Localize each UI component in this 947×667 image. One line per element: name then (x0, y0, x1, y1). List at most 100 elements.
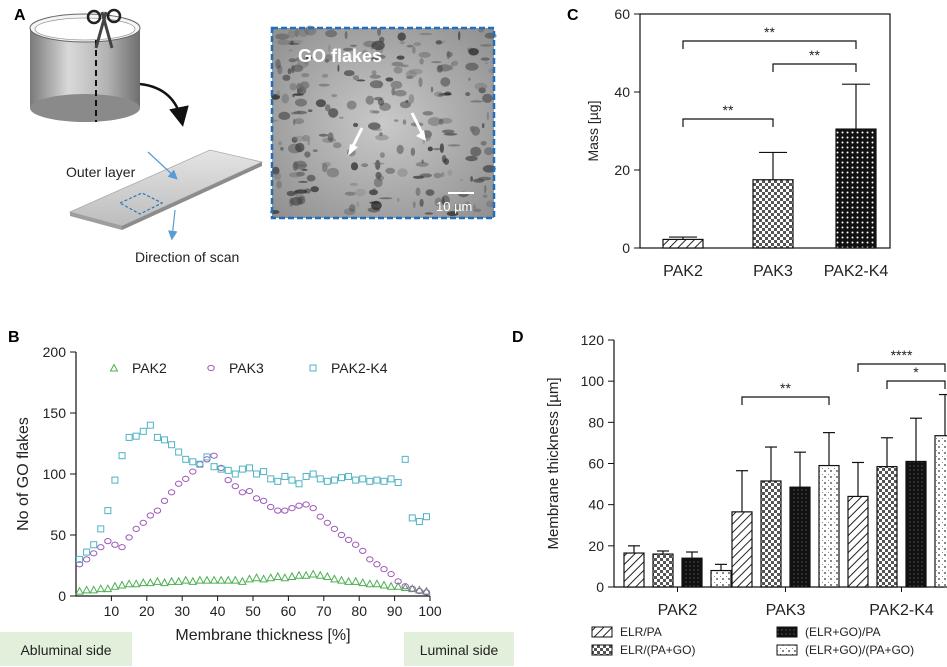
flake-speck (482, 194, 488, 198)
data-point (351, 541, 360, 548)
flake-speck (421, 159, 424, 164)
flake-speck (379, 152, 385, 158)
data-point (89, 585, 99, 594)
flake-speck (350, 162, 359, 171)
y-tick-label: 40 (614, 84, 630, 100)
data-point (267, 475, 275, 483)
flake-speck (292, 64, 304, 72)
data-point (401, 455, 409, 463)
flake-speck (326, 167, 340, 178)
flake-speck (343, 47, 354, 52)
flake-speck (419, 58, 424, 65)
data-point (366, 556, 374, 563)
flake-speck (473, 204, 476, 213)
flake-speck (438, 93, 452, 96)
flake-speck (276, 90, 281, 97)
panel-b: B 0 50 100 150 200 10 20 30 40 50 60 70 80 90 100 Membr… (8, 329, 442, 644)
panel-label-c: C (567, 7, 579, 24)
panel-a: A Outer layer Direction of sca (14, 7, 497, 265)
data-point (415, 588, 424, 595)
flake-speck (304, 151, 311, 158)
data-point (96, 584, 106, 593)
data-point (118, 452, 126, 460)
data-point (238, 465, 246, 473)
data-point (351, 576, 360, 585)
scan-area-box (118, 192, 164, 215)
flake-speck (406, 75, 414, 80)
bar-pak2 (710, 569, 732, 588)
flake-speck (443, 132, 458, 136)
flake-speck (292, 135, 307, 142)
significance-bracket (682, 118, 774, 127)
data-point (316, 513, 324, 520)
flake-speck (447, 169, 453, 176)
data-point (82, 556, 91, 563)
significance-bracket (857, 363, 946, 372)
data-point (118, 544, 126, 551)
legend-marker (309, 364, 317, 372)
flake-speck (442, 39, 446, 44)
flake-speck (391, 61, 404, 67)
flake-speck (291, 136, 298, 143)
flake-speck (408, 68, 423, 75)
bar-pak3 (731, 511, 753, 588)
data-point (358, 578, 368, 587)
flake-speck (399, 101, 411, 109)
flake-speck (439, 117, 453, 124)
significance-bracket (682, 40, 857, 49)
legend-swatch (776, 644, 798, 656)
flake-speck (302, 57, 307, 64)
data-point (189, 458, 197, 466)
bar-pak3 (818, 464, 840, 588)
flake-speck (307, 109, 313, 112)
flake-speck (293, 118, 296, 126)
flake-speck (328, 44, 331, 53)
flake-speck (297, 196, 306, 205)
flake-speck (446, 51, 453, 58)
data-point (372, 579, 382, 588)
data-point (117, 580, 127, 589)
data-point (153, 433, 161, 441)
flake-speck (295, 98, 307, 107)
flake-speck (379, 197, 393, 200)
outer-layer-label: Outer layer (66, 164, 136, 180)
legend-swatch (776, 626, 798, 638)
data-point (111, 541, 119, 548)
flake-speck (470, 146, 482, 157)
flake-speck (415, 162, 429, 167)
flake-speck (296, 171, 305, 177)
data-point (97, 525, 105, 533)
y-tick-label: 100 (581, 373, 605, 389)
flake-speck (349, 182, 358, 186)
data-point (337, 575, 346, 584)
abluminal-side-label: Abluminal side (20, 642, 111, 658)
flake-speck (433, 172, 442, 179)
x-tick-label: 40 (210, 603, 226, 619)
micrograph-title: GO flakes (298, 46, 382, 66)
significance-label: ** (764, 24, 775, 40)
flake-speck (480, 44, 492, 47)
mass-bar-chart: 0 20 40 60 Mass [µg] PAK2 PAK3 PAK2-K4 ** ** ** (585, 6, 891, 280)
x-category-label: PAK2 (663, 263, 703, 280)
flake-speck (368, 122, 381, 130)
y-tick-label: 0 (622, 240, 630, 256)
bar-pak3 (760, 480, 782, 588)
flake-speck (293, 160, 307, 170)
legend-marker (207, 364, 215, 372)
data-point (393, 581, 403, 590)
flake-speck (427, 117, 442, 126)
flake-speck (394, 119, 399, 122)
flake-speck (294, 118, 305, 125)
data-point (309, 505, 317, 512)
x-tick-label: 70 (316, 603, 332, 619)
x-axis-label: Membrane thickness [%] (175, 627, 350, 644)
flake-speck (379, 132, 383, 137)
data-point (83, 548, 91, 556)
flake-speck (293, 93, 304, 96)
panel-d: D 0 20 40 60 80 100 120 Membrane thickness [µm]… (512, 329, 947, 657)
bar-pak2 (623, 552, 645, 588)
bar-pak2 (652, 553, 674, 588)
legend-marker (109, 363, 119, 372)
data-point (273, 571, 283, 580)
